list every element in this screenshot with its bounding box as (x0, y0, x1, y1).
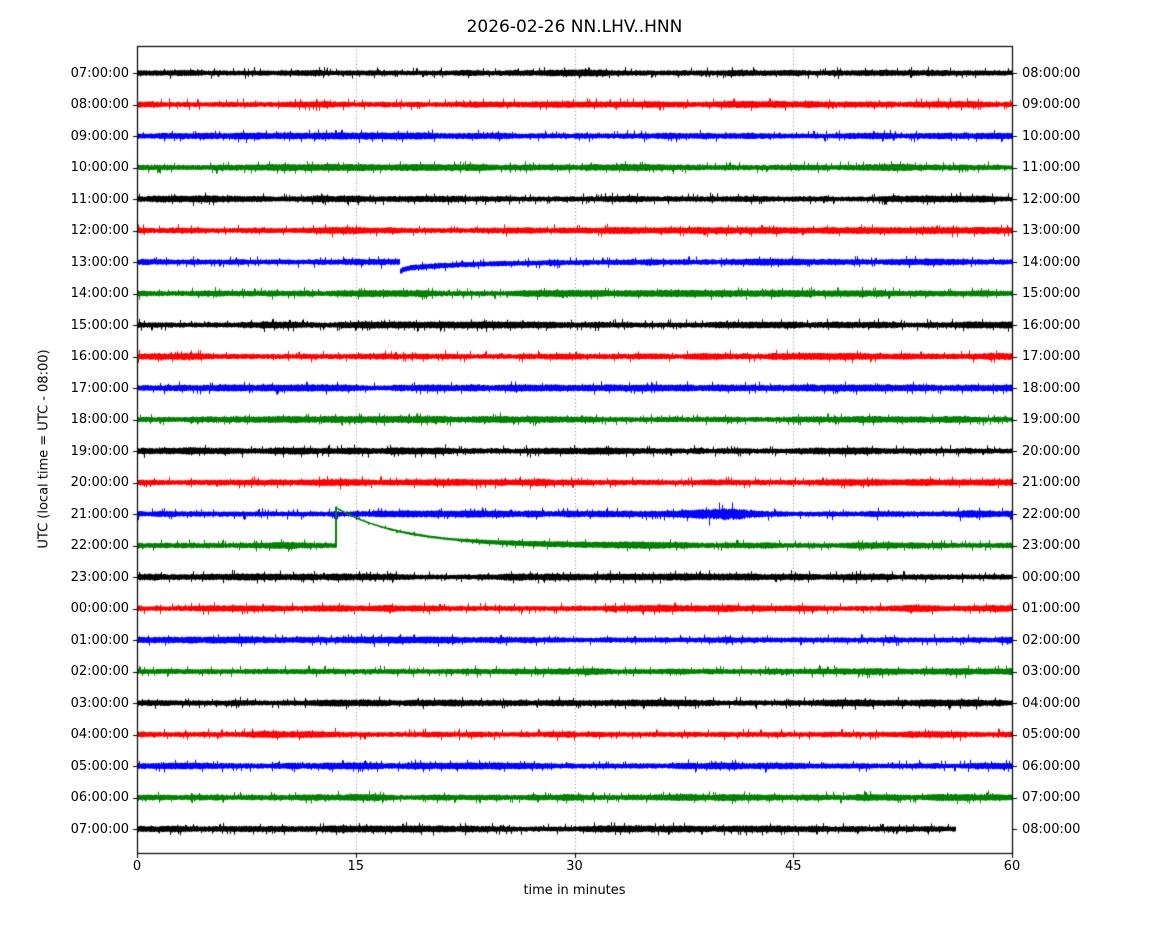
utc-tick-label: 08:00:00 (70, 97, 129, 112)
utc-tick-label: 13:00:00 (70, 254, 129, 270)
x-tick-label: 60 (1003, 859, 1021, 874)
utc-tick-label: 03:00:00 (70, 695, 129, 711)
local-tick-label: 10:00:00 (1022, 128, 1081, 144)
x-axis-label: time in minutes (523, 883, 626, 898)
utc-tick-label: 09:00:00 (70, 128, 129, 144)
local-tick-label: 20:00:00 (1022, 443, 1081, 459)
utc-tick-label: 14:00:00 (70, 286, 129, 301)
utc-tick-label: 17:00:00 (70, 380, 129, 396)
utc-tick-label: 00:00:00 (70, 601, 129, 616)
utc-tick-label: 15:00:00 (70, 317, 129, 333)
local-tick-label: 01:00:00 (1022, 601, 1081, 616)
local-tick-label: 00:00:00 (1022, 569, 1081, 585)
utc-tick-label: 07:00:00 (70, 821, 129, 837)
utc-tick-label: 06:00:00 (70, 790, 129, 805)
local-tick-label: 03:00:00 (1022, 664, 1081, 679)
x-tick-label: 45 (784, 859, 802, 874)
x-tick-label: 0 (132, 859, 142, 874)
utc-tick-label: 05:00:00 (70, 758, 129, 774)
local-tick-label: 12:00:00 (1022, 191, 1081, 207)
utc-tick-label: 04:00:00 (70, 727, 129, 742)
utc-tick-label: 19:00:00 (70, 443, 129, 459)
utc-tick-label: 16:00:00 (70, 349, 129, 364)
utc-tick-label: 12:00:00 (70, 223, 129, 238)
local-tick-label: 18:00:00 (1022, 380, 1081, 396)
local-tick-label: 13:00:00 (1022, 223, 1081, 238)
x-tick-label: 15 (347, 859, 365, 874)
local-tick-label: 09:00:00 (1022, 97, 1081, 112)
local-tick-label: 04:00:00 (1022, 695, 1081, 711)
utc-tick-label: 21:00:00 (70, 506, 129, 522)
local-tick-label: 07:00:00 (1022, 790, 1081, 805)
local-tick-label: 21:00:00 (1022, 475, 1081, 490)
local-tick-label: 23:00:00 (1022, 538, 1081, 553)
local-tick-label: 14:00:00 (1022, 254, 1081, 270)
local-tick-label: 19:00:00 (1022, 412, 1081, 427)
utc-tick-label: 07:00:00 (70, 65, 129, 81)
local-tick-label: 17:00:00 (1022, 349, 1081, 364)
chart-title: 2026-02-26 NN.LHV..HNN (466, 17, 683, 37)
local-tick-label: 08:00:00 (1022, 65, 1081, 81)
local-tick-label: 22:00:00 (1022, 506, 1081, 522)
utc-tick-label: 11:00:00 (70, 191, 129, 207)
utc-tick-label: 23:00:00 (70, 569, 129, 585)
local-tick-label: 05:00:00 (1022, 727, 1081, 742)
utc-tick-label: 02:00:00 (70, 664, 129, 679)
local-tick-label: 11:00:00 (1022, 160, 1081, 175)
utc-tick-label: 22:00:00 (70, 538, 129, 553)
utc-tick-label: 10:00:00 (70, 160, 129, 175)
local-tick-label: 02:00:00 (1022, 632, 1081, 648)
local-tick-label: 06:00:00 (1022, 758, 1081, 774)
local-tick-label: 08:00:00 (1022, 821, 1081, 837)
utc-tick-label: 20:00:00 (70, 475, 129, 490)
utc-tick-label: 18:00:00 (70, 412, 129, 427)
local-tick-label: 15:00:00 (1022, 286, 1081, 301)
x-tick-label: 30 (566, 859, 583, 874)
utc-tick-label: 01:00:00 (70, 632, 129, 648)
local-tick-label: 16:00:00 (1022, 317, 1081, 333)
